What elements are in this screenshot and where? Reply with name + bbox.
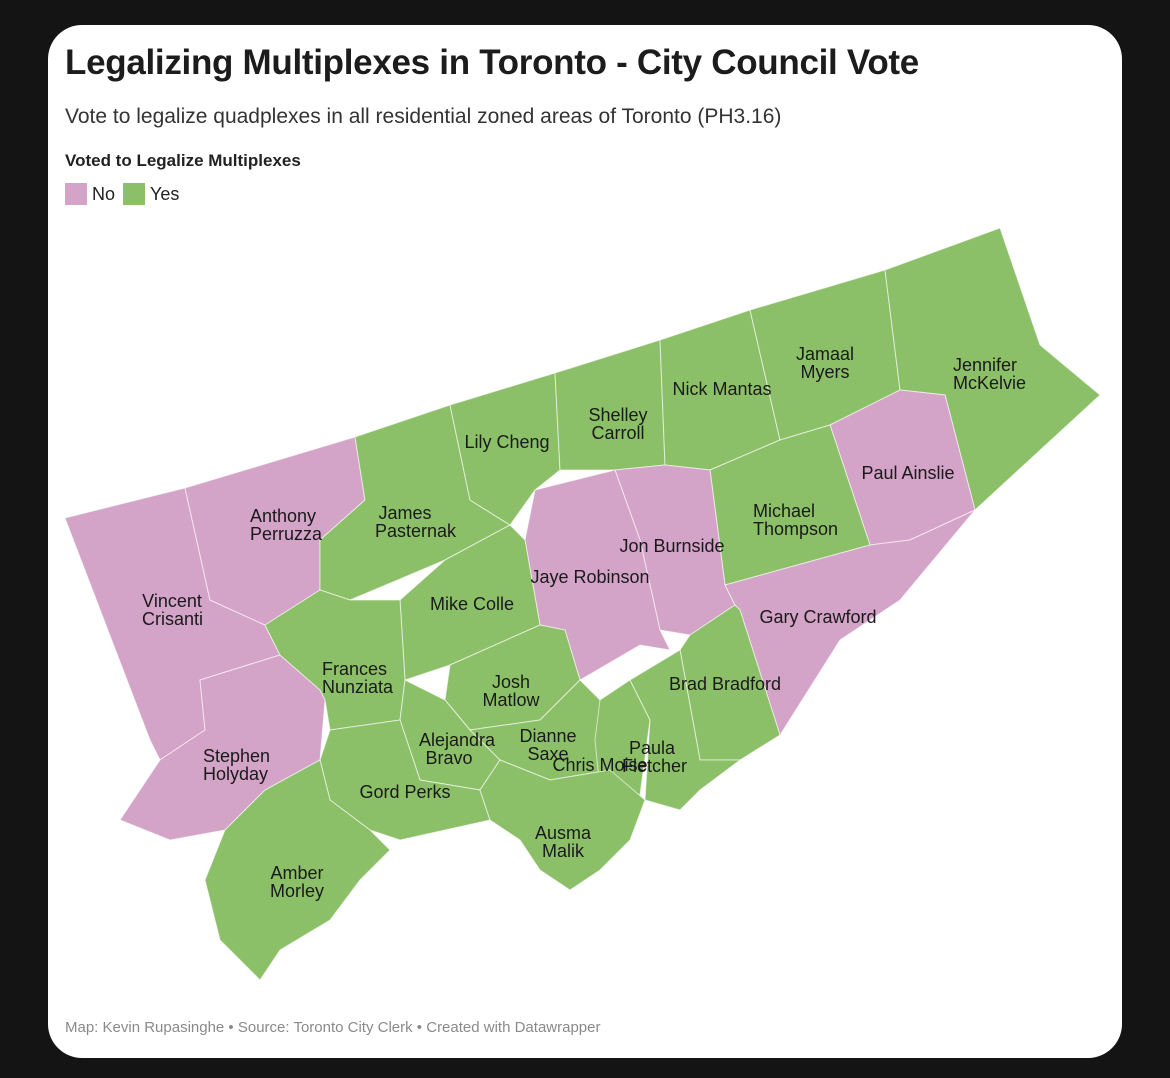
ward-label: James Pasternak xyxy=(375,503,457,541)
ward-label: Mike Colle xyxy=(429,594,515,614)
map xyxy=(64,227,1101,981)
title: Legalizing Multiplexes in Toronto - City… xyxy=(65,43,919,82)
ward-label: Paula Fletcher xyxy=(622,738,688,776)
ward xyxy=(204,759,391,981)
ward-label: Jennifer McKelvie xyxy=(953,355,1027,393)
ward-label: Anthony Perruzza xyxy=(250,506,323,544)
legend-item: Yes xyxy=(123,183,179,205)
ward-label: Jaye Robinson xyxy=(530,567,650,587)
ward-label: Paul Ainslie xyxy=(861,463,955,483)
legend-title: Voted to Legalize Multiplexes xyxy=(65,151,301,170)
legend-item: No xyxy=(65,183,115,205)
ward-label: Lily Cheng xyxy=(464,432,550,452)
ward-label: Stephen Holyday xyxy=(203,746,271,784)
card: Legalizing Multiplexes in Toronto - City… xyxy=(48,25,1122,1058)
ward-label: Frances Nunziata xyxy=(322,659,394,697)
ward-label: Michael Thompson xyxy=(753,501,839,539)
ward-label: Nick Mantas xyxy=(672,379,772,399)
ward-label: Gary Crawford xyxy=(759,607,877,627)
ward-label: Shelley Carroll xyxy=(588,405,648,443)
subtitle: Vote to legalize quadplexes in all resid… xyxy=(65,105,782,128)
legend-swatch xyxy=(123,183,146,205)
ward xyxy=(629,649,742,811)
ward-label: Alejandra Bravo xyxy=(419,730,496,768)
ward-label: Vincent Crisanti xyxy=(142,591,204,629)
ward-label: Josh Matlow xyxy=(482,672,540,710)
ward-label: Dianne Saxe xyxy=(519,726,577,764)
legend-label: Yes xyxy=(150,183,180,204)
ward xyxy=(479,759,646,891)
legend-swatch xyxy=(65,183,87,205)
legend: No Yes xyxy=(65,183,179,205)
ward-label: Ausma Malik xyxy=(534,823,592,861)
legend-label: No xyxy=(92,183,116,204)
ward-label: Amber Morley xyxy=(269,863,324,901)
ward-label: Chris Moise xyxy=(552,755,648,775)
footer: Map: Kevin Rupasinghe • Source: Toronto … xyxy=(65,1019,601,1036)
ward-label: Brad Bradford xyxy=(668,674,782,694)
ward-label: Gord Perks xyxy=(359,782,451,802)
ward-label: Jon Burnside xyxy=(619,536,725,556)
ward-label: Jamaal Myers xyxy=(795,344,855,382)
